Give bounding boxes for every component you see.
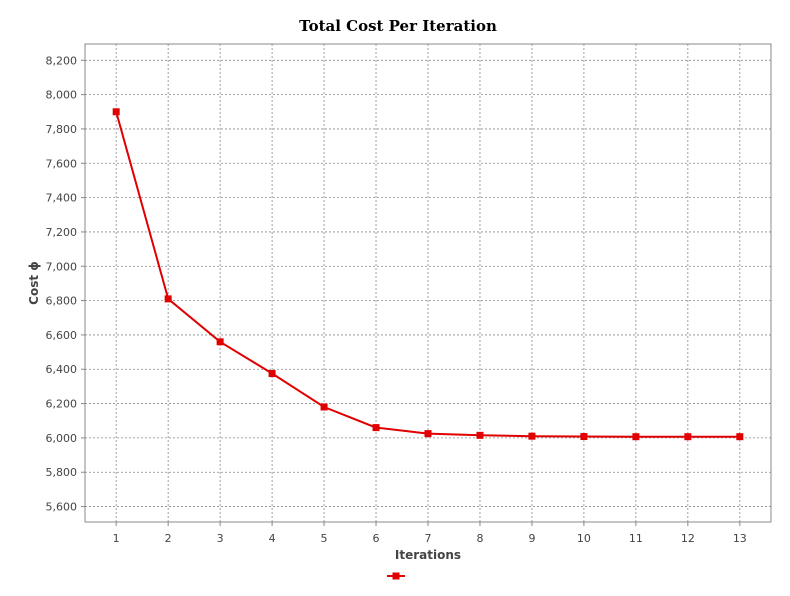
y-tick-label: 6,200 bbox=[46, 398, 78, 411]
x-tick-label: 13 bbox=[733, 532, 747, 545]
data-point-marker bbox=[216, 338, 224, 346]
x-axis-ticks: 1 2 3 4 5 6 7 8 9 10 11 12 13 bbox=[113, 522, 747, 545]
y-tick-label: 7,200 bbox=[46, 226, 78, 239]
data-point-marker bbox=[580, 433, 588, 441]
data-point-marker bbox=[736, 433, 744, 441]
y-tick-label: 6,000 bbox=[46, 432, 78, 445]
plot-area bbox=[84, 43, 772, 523]
series bbox=[112, 108, 744, 441]
x-tick-label: 12 bbox=[681, 532, 695, 545]
y-axis-ticks: 5,600 5,800 6,000 6,200 6,400 6,600 6,800 7,000… bbox=[46, 54, 85, 514]
x-tick-label: 1 bbox=[113, 532, 120, 545]
data-point-marker bbox=[164, 295, 172, 303]
data-point-marker bbox=[320, 403, 328, 411]
y-tick-label: 6,400 bbox=[46, 363, 78, 376]
x-tick-label: 4 bbox=[269, 532, 276, 545]
data-point-marker bbox=[528, 432, 536, 440]
legend-marker bbox=[392, 572, 400, 580]
x-tick-label: 11 bbox=[629, 532, 643, 545]
legend bbox=[387, 572, 405, 580]
y-tick-label: 7,000 bbox=[46, 260, 78, 273]
x-tick-label: 6 bbox=[373, 532, 380, 545]
data-point-marker bbox=[268, 370, 276, 378]
y-tick-label: 7,600 bbox=[46, 157, 78, 170]
y-tick-label: 7,800 bbox=[46, 123, 78, 136]
x-tick-label: 10 bbox=[577, 532, 591, 545]
data-point-marker bbox=[112, 108, 120, 116]
y-tick-label: 6,800 bbox=[46, 295, 78, 308]
data-point-marker bbox=[476, 431, 484, 439]
x-tick-label: 3 bbox=[217, 532, 224, 545]
y-tick-label: 8,000 bbox=[46, 89, 78, 102]
data-point-marker bbox=[632, 433, 640, 441]
y-tick-label: 7,400 bbox=[46, 192, 78, 205]
x-axis-label: Iterations bbox=[395, 548, 461, 562]
data-point-marker bbox=[684, 433, 692, 441]
data-point-marker bbox=[424, 430, 432, 438]
y-axis-label: Cost ϕ bbox=[27, 261, 41, 305]
x-tick-label: 7 bbox=[425, 532, 432, 545]
y-tick-label: 8,200 bbox=[46, 54, 78, 67]
y-tick-label: 5,800 bbox=[46, 466, 78, 479]
y-tick-label: 6,600 bbox=[46, 329, 78, 342]
x-tick-label: 2 bbox=[165, 532, 172, 545]
y-tick-label: 5,600 bbox=[46, 501, 78, 514]
x-tick-label: 5 bbox=[321, 532, 328, 545]
x-tick-label: 8 bbox=[476, 532, 483, 545]
x-tick-label: 9 bbox=[528, 532, 535, 545]
chart-title: Total Cost Per Iteration bbox=[299, 17, 497, 35]
data-point-marker bbox=[372, 424, 380, 432]
